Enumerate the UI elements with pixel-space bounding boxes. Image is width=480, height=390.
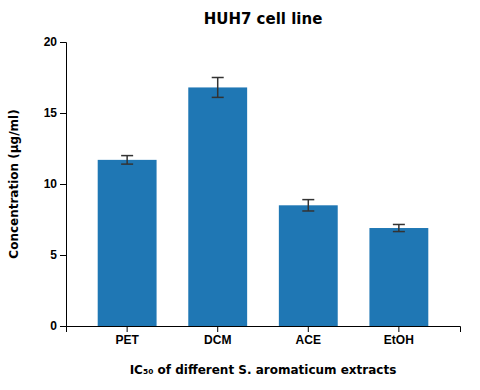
error-cap [393,231,405,233]
x-tick-mark [127,326,128,332]
y-axis-title: Concentration (μg/ml) [7,109,21,258]
x-tick: EtOH [384,326,414,347]
bar [98,160,157,326]
y-tick-mark [60,42,66,43]
error-stem [217,78,219,98]
y-tick: 10 [44,177,66,191]
error-bar [393,224,405,231]
y-axis: 0 5 10 15 20 [44,35,67,333]
x-tick-label: EtOH [384,333,414,347]
x-axis-line [67,327,461,333]
error-bar [212,78,224,98]
error-stem [308,200,310,211]
error-cap [212,77,224,79]
y-axis-line [60,43,67,327]
x-tick-label: PET [115,333,139,347]
y-tick-mark [60,255,66,256]
chart: PET DCM ACE EtOH 0 5 10 15 20 HUH7 cell line Conce… [0,0,480,390]
x-tick-label: DCM [204,333,231,347]
x-tick-mark [308,326,309,332]
y-tick-mark [60,184,66,185]
x-tick: DCM [204,326,231,347]
plot: PET DCM ACE EtOH 0 5 10 15 20 [44,35,461,346]
error-bar [302,200,314,211]
error-cap [393,224,405,226]
title: HUH7 cell line [204,10,323,28]
x-axis: PET DCM ACE EtOH [67,326,461,347]
bar [369,228,428,326]
error-bar [121,156,133,165]
y-tick-label: 5 [50,248,57,262]
x-tick-mark [398,326,399,332]
y-tick-label: 20 [44,35,58,49]
x-axis-title: IC₅₀ of different S. aromaticum extracts [130,363,397,377]
x-tick: PET [115,326,139,347]
error-cap [121,163,133,165]
x-tick: ACE [296,326,321,347]
y-tick-mark [60,113,66,114]
y-tick: 0 [50,319,66,333]
y-tick: 5 [50,248,66,262]
error-cap [121,155,133,157]
error-stem [398,224,400,231]
y-tick-label: 0 [50,319,57,333]
x-tick-mark [217,326,218,332]
error-stem [126,156,128,165]
y-tick: 20 [44,35,66,49]
bar [279,205,338,326]
marks [98,78,429,327]
error-cap [302,210,314,212]
y-tick-label: 10 [44,177,58,191]
x-tick-label: ACE [296,333,321,347]
y-tick-mark [60,326,66,327]
error-cap [302,199,314,201]
error-cap [212,97,224,99]
bar [188,87,247,326]
y-tick-label: 15 [44,106,58,120]
y-tick: 15 [44,106,66,120]
